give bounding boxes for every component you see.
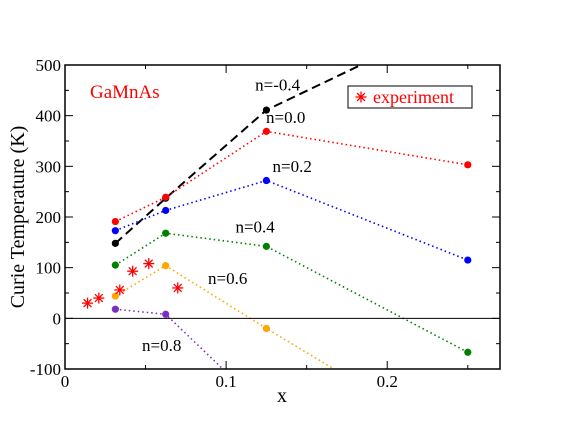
- experiment-marker: [114, 284, 126, 296]
- data-point: [464, 161, 472, 169]
- series-line: [114, 65, 364, 245]
- data-point: [162, 193, 170, 201]
- y-tick-label: 200: [36, 208, 62, 227]
- data-point: [111, 239, 119, 247]
- experiment-marker: [127, 265, 139, 277]
- series-line: [115, 179, 469, 261]
- annotation-text: GaMnAs: [90, 82, 160, 103]
- series-label: n=0.0: [266, 108, 305, 127]
- data-point: [111, 292, 119, 300]
- data-point: [162, 206, 170, 215]
- legend-marker: [355, 91, 367, 103]
- data-point: [162, 310, 170, 318]
- series-label: n=0.6: [208, 269, 247, 288]
- y-tick-label: 500: [36, 56, 62, 75]
- data-point: [262, 176, 270, 185]
- series-label: n=0.4: [235, 218, 275, 237]
- data-point: [111, 217, 119, 226]
- series-labels: n=-0.4 n=0.0 n=0.2 n=0.4 n=0.6 n=0.8: [142, 75, 312, 354]
- y-axis-label: Curie Temperature (K): [7, 126, 29, 309]
- data-point: [162, 262, 170, 270]
- legend: experiment: [347, 85, 473, 109]
- experiment-marker: [93, 292, 105, 304]
- y-tick-label: 100: [36, 259, 62, 278]
- data-point: [262, 127, 270, 135]
- experiment-marker: [82, 297, 94, 309]
- series-layer: [111, 65, 472, 369]
- series-label: n=-0.4: [255, 75, 300, 94]
- data-point: [111, 305, 119, 313]
- experiment-marker: [355, 91, 367, 103]
- y-tick-label: 300: [36, 157, 62, 176]
- data-point: [162, 229, 170, 237]
- legend-label: experiment: [373, 87, 454, 107]
- y-tick-label: -100: [30, 360, 61, 379]
- experiment-marker: [172, 282, 184, 294]
- series-line: [114, 264, 335, 369]
- data-point: [464, 348, 472, 356]
- data-point: [111, 261, 119, 269]
- data-point: [262, 242, 270, 250]
- legend-box: [347, 85, 473, 109]
- data-point: [111, 227, 119, 235]
- series-line: [114, 130, 468, 223]
- experiment-marker: [143, 258, 155, 270]
- series-line: [114, 232, 469, 353]
- data-point: [262, 106, 270, 114]
- y-tick-label: 0: [53, 309, 62, 328]
- data-point: [464, 256, 472, 264]
- x-tick-label: 0.2: [377, 372, 398, 391]
- series-label: n=0.8: [142, 336, 181, 355]
- x-tick-label: 0: [61, 372, 70, 391]
- x-tick-label: 0.1: [215, 372, 236, 391]
- y-tick-label: 400: [36, 107, 62, 126]
- series-label: n=0.2: [272, 157, 311, 176]
- data-point: [262, 324, 270, 333]
- x-axis-label: x: [277, 385, 287, 407]
- experiment-layer: [82, 258, 184, 309]
